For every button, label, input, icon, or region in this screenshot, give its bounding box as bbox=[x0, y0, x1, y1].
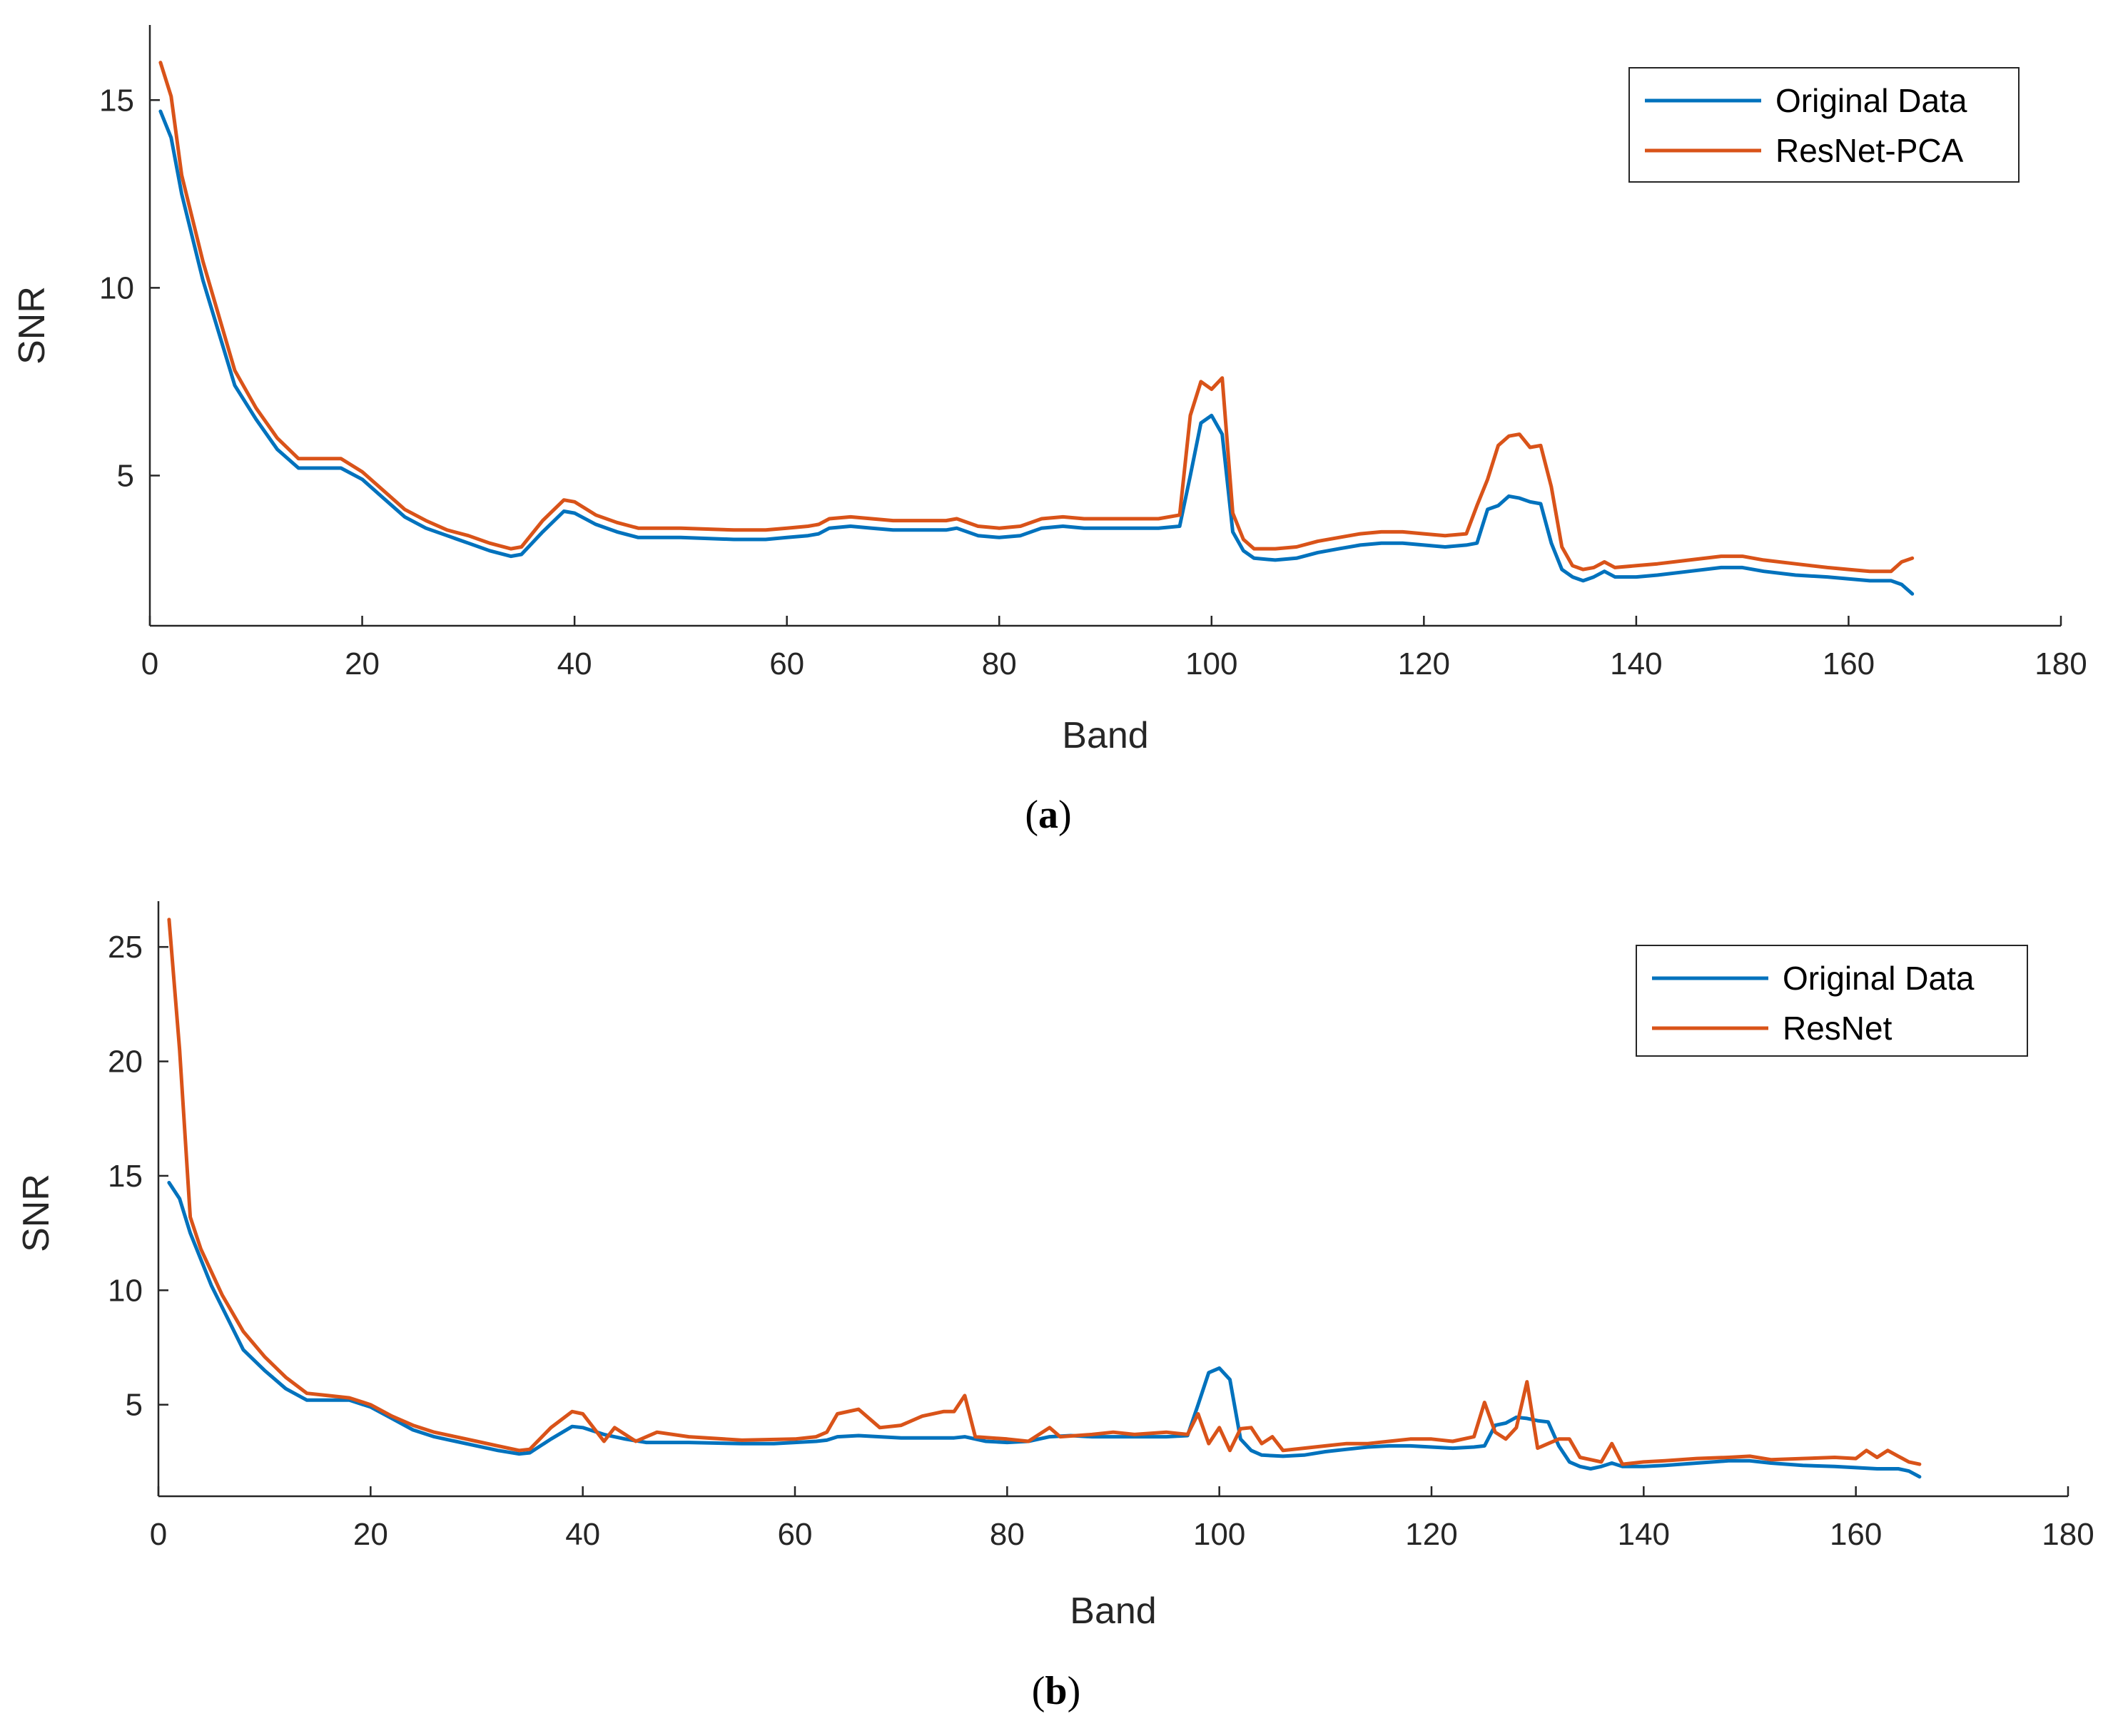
y-tick-label: 15 bbox=[99, 83, 134, 118]
legend-label: Original Data bbox=[1775, 82, 1967, 119]
x-tick-label: 80 bbox=[990, 1517, 1025, 1552]
legend: Original Data ResNet bbox=[1636, 945, 2028, 1057]
y-tick-label: 10 bbox=[99, 270, 134, 305]
x-tick-label: 0 bbox=[150, 1517, 167, 1552]
y-axis-label: SNR bbox=[16, 1174, 57, 1252]
series-line-resnet-pca bbox=[158, 61, 1915, 574]
x-tick-label: 140 bbox=[1610, 646, 1662, 681]
y-tick-label: 5 bbox=[117, 459, 134, 494]
series-line-resnet bbox=[167, 918, 1922, 1466]
legend-label: ResNet-PCA bbox=[1775, 132, 1964, 169]
panel-caption-open: ( bbox=[1032, 1669, 1045, 1713]
x-tick-label: 40 bbox=[557, 646, 592, 681]
y-tick-label: 5 bbox=[126, 1388, 143, 1423]
legend: Original Data ResNet-PCA bbox=[1628, 67, 2020, 183]
x-tick-label: 160 bbox=[1830, 1517, 1882, 1552]
legend-label: ResNet bbox=[1783, 1010, 1892, 1047]
x-tick-label: 40 bbox=[565, 1517, 600, 1552]
x-tick-label: 60 bbox=[778, 1517, 813, 1552]
x-axis-label: Band bbox=[1062, 715, 1148, 756]
panel-caption-close: ) bbox=[1058, 793, 1072, 837]
y-tick-label: 15 bbox=[108, 1159, 143, 1194]
series-line-original-data bbox=[158, 109, 1915, 596]
panel-caption-close: ) bbox=[1068, 1669, 1081, 1713]
panel-caption-letter: b bbox=[1045, 1669, 1067, 1713]
y-tick-label: 10 bbox=[108, 1273, 143, 1308]
panel-caption: (b) bbox=[1032, 1669, 1080, 1713]
x-tick-label: 20 bbox=[353, 1517, 388, 1552]
x-tick-label: 140 bbox=[1618, 1517, 1670, 1552]
y-tick-label: 20 bbox=[108, 1045, 143, 1080]
chart-panel-a: 0 20 40 60 80 100 120 140 160 180 5 10 15 Band SNR Orig… bbox=[11, 25, 2087, 837]
x-tick-label: 60 bbox=[769, 646, 804, 681]
x-tick-label: 120 bbox=[1398, 646, 1450, 681]
y-tick-label: 25 bbox=[108, 930, 143, 965]
x-tick-label: 100 bbox=[1193, 1517, 1245, 1552]
x-tick-label: 20 bbox=[345, 646, 380, 681]
legend-box bbox=[1628, 67, 2020, 183]
x-tick-label: 180 bbox=[2035, 646, 2087, 681]
panel-caption: (a) bbox=[1025, 793, 1071, 837]
legend-label: Original Data bbox=[1783, 960, 1975, 997]
y-axis-label: SNR bbox=[11, 286, 53, 365]
x-axis-label: Band bbox=[1070, 1590, 1156, 1632]
legend-box bbox=[1636, 945, 2028, 1057]
x-tick-label: 80 bbox=[982, 646, 1017, 681]
x-tick-label: 120 bbox=[1405, 1517, 1457, 1552]
x-tick-label: 0 bbox=[141, 646, 158, 681]
x-tick-label: 100 bbox=[1185, 646, 1237, 681]
chart-panel-b: 0 20 40 60 80 100 120 140 160 180 5 10 15 20 25 Band SNR… bbox=[16, 901, 2094, 1713]
panel-caption-open: ( bbox=[1025, 793, 1038, 837]
x-tick-label: 160 bbox=[1823, 646, 1875, 681]
x-tick-label: 180 bbox=[2042, 1517, 2094, 1552]
panel-caption-letter: a bbox=[1038, 793, 1058, 837]
